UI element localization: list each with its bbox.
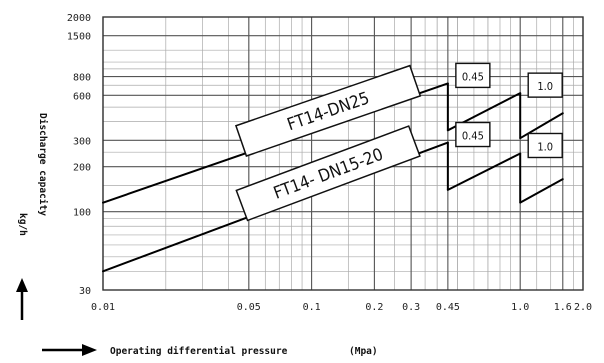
x-tick-label: 1.6 (554, 302, 572, 313)
series-segment (519, 178, 564, 204)
pressure-limit-label: 0.45 (462, 130, 484, 143)
plot-border (102, 16, 584, 291)
y-tick-label: 600 (73, 91, 91, 102)
y-tick-label: 30 (79, 286, 91, 297)
x-tick-label: 0.2 (365, 302, 383, 313)
series-name-frame (234, 64, 422, 157)
y-tick-label: 800 (73, 73, 91, 84)
x-tick-label: 0.1 (303, 302, 321, 313)
series-segment (446, 152, 522, 191)
pressure-limit-box (527, 132, 563, 159)
x-tick-label: 1.0 (511, 302, 529, 313)
x-axis-label: Operating differential pressure (110, 346, 288, 357)
x-tick-label: 0.01 (91, 302, 115, 313)
y-tick-label: 200 (73, 163, 91, 174)
pressure-limit-label: 1.0 (537, 80, 553, 93)
pressure-limit-box (455, 121, 491, 148)
x-tick-label: 0.45 (436, 302, 460, 313)
x-tick-label: 0.3 (402, 302, 420, 313)
x-tick-label: 2.0 (574, 302, 592, 313)
y-axis-unit: kg/h (17, 213, 28, 236)
y-axis-arrow (16, 278, 28, 320)
pressure-limit-label: 0.45 (462, 70, 484, 83)
y-tick-label: 300 (73, 136, 91, 147)
pressure-limit-box (455, 62, 491, 89)
y-tick-label: 2000 (67, 13, 91, 24)
axis-ticks: 0.01 0.05 0.1 0.2 0.3 0.45 1.0 1.6 2.0 2000 1500 80… (67, 13, 592, 313)
pressure-limit-box (527, 72, 563, 98)
x-axis-unit: (Mpa) (349, 346, 378, 357)
pressure-limit-label: 1.0 (537, 140, 553, 153)
series-name-frame (235, 125, 421, 222)
x-axis-arrow (42, 344, 97, 356)
y-tick-label: 100 (73, 208, 91, 219)
y-axis-label: Discharge capacity (37, 113, 48, 216)
series-segment (519, 112, 564, 140)
plot-frame (102, 16, 584, 291)
x-tick-label: 0.05 (237, 302, 261, 313)
y-tick-label: 1500 (67, 32, 91, 43)
